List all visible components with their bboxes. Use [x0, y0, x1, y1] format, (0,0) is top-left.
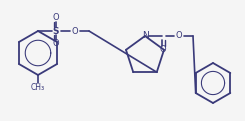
Text: O: O — [160, 45, 166, 54]
Text: CH₃: CH₃ — [31, 83, 45, 92]
Text: O: O — [176, 31, 182, 41]
Text: S: S — [53, 26, 59, 35]
Text: N: N — [142, 31, 148, 41]
Text: O: O — [53, 14, 59, 23]
Text: O: O — [72, 26, 78, 35]
Text: O: O — [53, 39, 59, 49]
